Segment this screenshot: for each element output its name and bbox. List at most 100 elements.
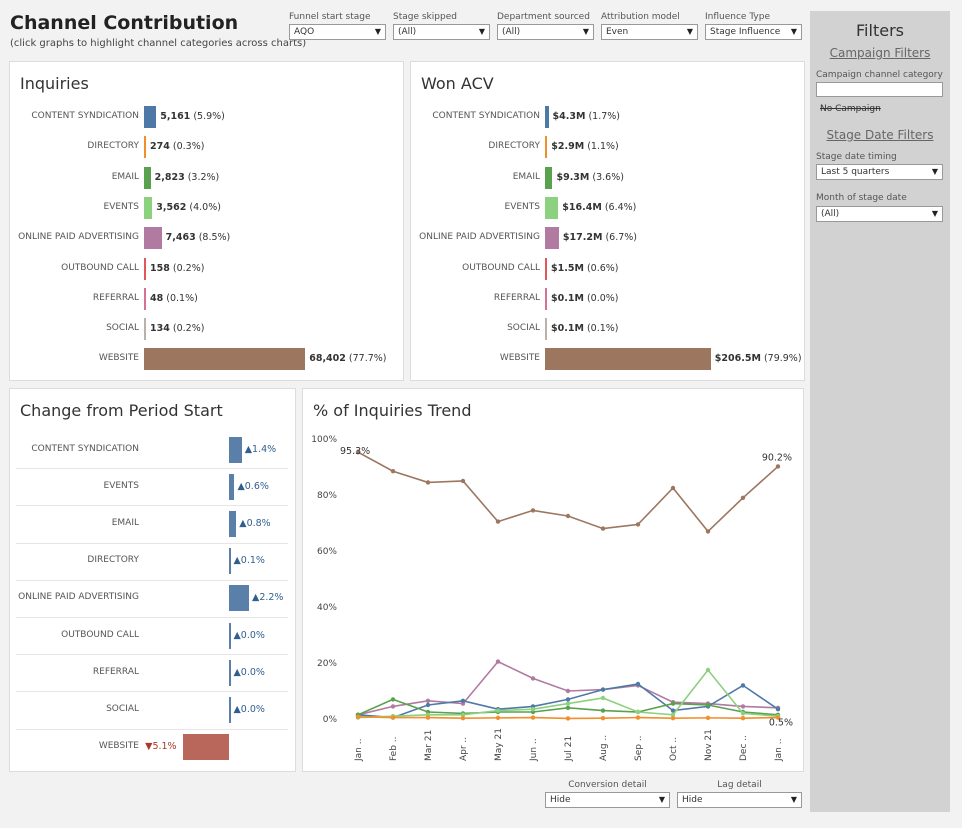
series-point[interactable]: [530, 676, 536, 681]
inquiries-bar[interactable]: [144, 106, 157, 128]
series-point[interactable]: [495, 708, 501, 713]
series-point[interactable]: [600, 715, 606, 721]
change-bar[interactable]: [229, 585, 250, 612]
stage-date-filters-link[interactable]: Stage Date Filters: [826, 128, 934, 142]
series-point[interactable]: [565, 697, 571, 702]
stage-skipped-dropdown[interactable]: (All) ▼: [393, 24, 490, 40]
series-point[interactable]: [495, 519, 501, 524]
series-point[interactable]: [670, 708, 676, 713]
series-point[interactable]: [705, 702, 711, 708]
series-point[interactable]: [425, 715, 431, 720]
series-point[interactable]: [705, 715, 711, 721]
won-acv-bar[interactable]: [545, 287, 547, 310]
series-point[interactable]: [775, 707, 781, 712]
campaign-channel-input[interactable]: [816, 82, 943, 97]
inquiries-bar[interactable]: [144, 348, 306, 371]
series-point[interactable]: [565, 716, 571, 721]
change-bar[interactable]: [229, 473, 235, 500]
series-point[interactable]: [565, 701, 571, 706]
series-point[interactable]: [530, 715, 536, 720]
won-acv-panel[interactable]: Won ACV CONTENT SYNDICATION $4.3M (1.7%) D…: [410, 61, 805, 381]
series-point[interactable]: [425, 480, 431, 485]
series-point[interactable]: [600, 526, 606, 531]
series-point[interactable]: [425, 702, 431, 708]
inquiries-bar[interactable]: [144, 227, 162, 250]
series-point[interactable]: [390, 697, 396, 702]
won-acv-bar[interactable]: [545, 106, 549, 128]
series-point[interactable]: [635, 709, 641, 715]
series-point[interactable]: [460, 698, 466, 703]
series-point[interactable]: [355, 449, 361, 455]
funnel-start-stage-dropdown[interactable]: AQO ▼: [289, 24, 386, 40]
won-acv-bar[interactable]: [545, 318, 547, 341]
won-acv-bar[interactable]: [545, 196, 559, 219]
inquiries-bar[interactable]: [144, 257, 146, 280]
series-point[interactable]: [705, 667, 711, 673]
change-panel[interactable]: Change from Period Start CONTENT SYNDICA…: [9, 388, 296, 772]
inquiries-bar[interactable]: [144, 136, 146, 159]
no-campaign-option[interactable]: No Campaign: [820, 104, 881, 114]
inquiries-bar[interactable]: [144, 166, 151, 189]
series-point[interactable]: [705, 529, 711, 534]
trend-panel[interactable]: % of Inquiries Trend 100% 80% 60% 40% 20% 0% J…: [302, 388, 804, 772]
series-point[interactable]: [740, 495, 746, 500]
series-point[interactable]: [495, 659, 501, 664]
won-acv-bar[interactable]: [545, 136, 548, 159]
series-point[interactable]: [460, 712, 466, 717]
series-point[interactable]: [600, 708, 606, 713]
won-acv-bar[interactable]: [545, 166, 553, 189]
trend-chart[interactable]: 100% 80% 60% 40% 20% 0% Jan .. Feb .. Mar 21 Apr …: [303, 389, 803, 771]
stage-date-timing-dropdown[interactable]: Last 5 quarters ▼: [816, 164, 943, 180]
change-bar[interactable]: [229, 622, 231, 649]
lag-detail-dropdown[interactable]: Hide ▼: [677, 792, 802, 808]
department-sourced-dropdown[interactable]: (All) ▼: [497, 24, 594, 40]
inquiries-bar[interactable]: [144, 196, 153, 219]
series-line[interactable]: [357, 668, 779, 719]
series-point[interactable]: [460, 478, 466, 484]
series-point[interactable]: [635, 681, 641, 687]
series-point[interactable]: [740, 711, 746, 716]
series-point[interactable]: [565, 705, 571, 710]
won-acv-bar[interactable]: [545, 227, 559, 250]
change-bar[interactable]: [229, 511, 237, 537]
series-line[interactable]: [357, 451, 779, 533]
series-point[interactable]: [600, 687, 606, 692]
series-point[interactable]: [530, 508, 536, 513]
series-point[interactable]: [565, 688, 571, 694]
series-point[interactable]: [425, 698, 431, 703]
series-point[interactable]: [460, 715, 466, 721]
series-point[interactable]: [390, 469, 396, 474]
series-point[interactable]: [390, 704, 396, 709]
series-point[interactable]: [775, 715, 781, 720]
change-bar[interactable]: [229, 436, 242, 463]
series-point[interactable]: [495, 715, 501, 721]
series-point[interactable]: [635, 715, 641, 720]
campaign-filters-link[interactable]: Campaign Filters: [829, 46, 931, 60]
series-point[interactable]: [740, 683, 746, 688]
series-point[interactable]: [600, 695, 606, 701]
month-of-stage-date-dropdown[interactable]: (All) ▼: [816, 206, 943, 222]
inquiries-panel[interactable]: Inquiries CONTENT SYNDICATION 5,161 (5.9%…: [9, 61, 404, 381]
won-acv-bar[interactable]: [545, 348, 711, 371]
change-bar[interactable]: [229, 659, 231, 686]
attribution-model-dropdown[interactable]: Even ▼: [601, 24, 698, 40]
series-point[interactable]: [670, 485, 676, 491]
change-bar[interactable]: [229, 548, 231, 575]
series-point[interactable]: [390, 715, 396, 720]
series-point[interactable]: [740, 704, 746, 709]
series-point[interactable]: [775, 464, 781, 469]
series-point[interactable]: [670, 715, 676, 721]
won-acv-bar[interactable]: [545, 257, 547, 280]
series-point[interactable]: [565, 513, 571, 519]
influence-type-dropdown[interactable]: Stage Influence ▼: [705, 24, 802, 40]
change-bar[interactable]: [229, 697, 231, 723]
series-point[interactable]: [635, 522, 641, 527]
inquiries-bar[interactable]: [144, 318, 146, 341]
conversion-detail-dropdown[interactable]: Hide ▼: [545, 792, 670, 808]
inquiries-bar[interactable]: [144, 287, 146, 310]
series-point[interactable]: [670, 712, 676, 717]
change-bar[interactable]: [182, 734, 229, 761]
series-point[interactable]: [740, 715, 746, 721]
series-point[interactable]: [355, 714, 361, 719]
series-point[interactable]: [670, 701, 676, 706]
